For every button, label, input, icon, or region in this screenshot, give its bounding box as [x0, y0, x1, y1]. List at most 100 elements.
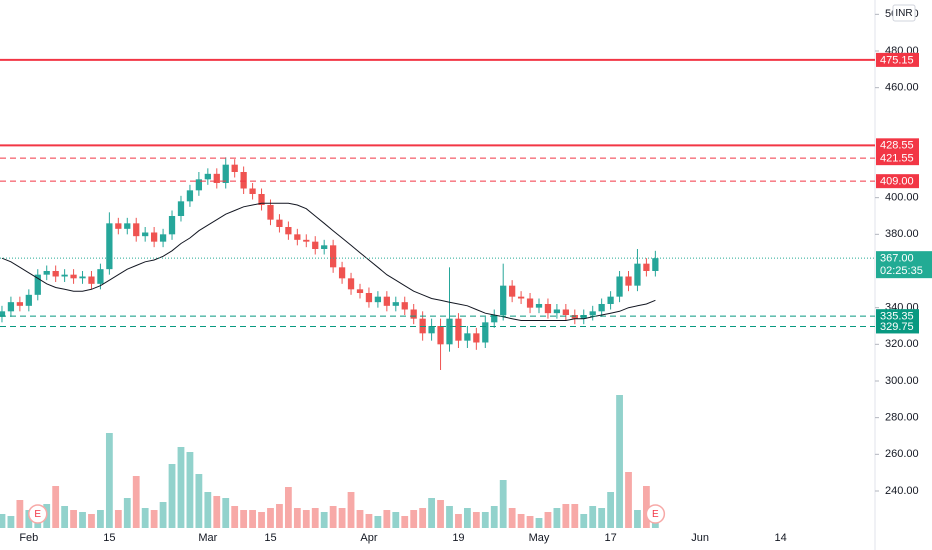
level-label: 329.75	[880, 321, 914, 333]
candle-body	[652, 258, 659, 271]
candle-body	[580, 314, 587, 319]
volume-bar	[401, 516, 409, 528]
volume-bar	[544, 512, 552, 528]
candle-body	[150, 232, 158, 242]
candle-body	[330, 245, 337, 268]
candle-body	[240, 171, 247, 189]
candle-body	[204, 173, 211, 180]
candle-body	[321, 245, 328, 249]
candle-body	[222, 164, 229, 183]
candle-body	[643, 263, 650, 271]
volume-bar	[97, 510, 104, 528]
level-label-box	[876, 138, 919, 153]
candle-body	[455, 318, 462, 341]
volume-bar	[643, 486, 650, 528]
candle-body	[52, 270, 59, 277]
candle-body	[249, 188, 256, 194]
candle-body	[7, 302, 15, 312]
volume-bar	[446, 506, 453, 528]
candle-body	[43, 270, 50, 275]
x-tick-label: 19	[452, 532, 464, 544]
volume-bar	[70, 510, 77, 528]
y-tick-label: 300.00	[885, 375, 919, 387]
candle-body	[607, 296, 614, 304]
y-tick-label: 240.00	[885, 485, 919, 497]
volume-bar	[526, 516, 534, 528]
candle-body	[571, 314, 578, 319]
candle-body	[392, 302, 399, 306]
volume-bar	[311, 508, 319, 528]
candle-body	[401, 302, 408, 310]
volume-bar	[222, 498, 230, 528]
candle-body	[159, 234, 167, 242]
last-price-box	[876, 251, 932, 279]
volume-bar	[213, 496, 221, 528]
volume-bar	[293, 508, 301, 528]
currency-box	[892, 4, 916, 22]
currency-label: INR	[895, 8, 912, 19]
event-label: E	[34, 509, 41, 520]
candle-body	[544, 303, 552, 314]
candle-body	[634, 263, 641, 286]
y-tick-label: 320.00	[885, 338, 919, 350]
volume-bar	[195, 474, 203, 528]
candle-body	[446, 318, 453, 345]
volume-bar	[249, 510, 256, 528]
candle-body	[124, 223, 131, 229]
candle-body	[347, 278, 355, 290]
candle-body	[88, 276, 95, 284]
moving-average	[1, 202, 656, 321]
candle-body	[616, 276, 623, 297]
volume-bar	[607, 492, 615, 528]
volume-bar	[88, 514, 95, 528]
candle-body	[285, 226, 292, 235]
volume-bar	[240, 510, 248, 528]
candle-body	[598, 303, 605, 312]
candle-body	[553, 309, 561, 314]
volume-bar	[267, 508, 274, 528]
candle-body	[491, 314, 498, 323]
candle-body	[61, 274, 68, 277]
candle-body	[294, 234, 301, 240]
volume-bar	[258, 512, 265, 528]
candle-body	[464, 333, 471, 341]
volume-bar	[168, 464, 176, 528]
volume-bar	[347, 492, 355, 528]
volume-bar	[141, 508, 149, 528]
candle-body	[276, 219, 283, 227]
volume-bar	[616, 395, 623, 528]
volume-bar	[419, 508, 427, 528]
x-tick-label: 17	[604, 532, 616, 544]
volume-bar	[338, 508, 346, 528]
volume-bar	[302, 510, 310, 528]
volume-bar	[499, 480, 507, 528]
candle-body	[356, 289, 364, 293]
y-tick-label: 460.00	[885, 82, 919, 94]
volume-bar	[490, 506, 498, 528]
volume-bar	[472, 512, 480, 528]
candle-body	[509, 285, 516, 297]
volume-bar	[374, 516, 382, 528]
volume-bar	[437, 500, 444, 528]
volume-bar	[625, 472, 632, 528]
candle-body	[589, 311, 596, 315]
candle-body	[374, 296, 382, 303]
level-label-box	[876, 52, 919, 67]
event-marker	[28, 504, 48, 524]
event-marker	[645, 504, 666, 524]
y-tick-label: 400.00	[885, 192, 919, 204]
volume-bar	[61, 506, 69, 528]
x-tick-label: 15	[103, 532, 115, 544]
volume-bar	[177, 447, 185, 528]
candle-body	[428, 325, 435, 334]
volume-bar	[481, 512, 489, 528]
volume-bar	[517, 514, 525, 528]
candle-body	[168, 215, 176, 235]
y-tick-label: 380.00	[885, 228, 919, 240]
volume-bar	[598, 508, 606, 528]
level-label: 475.15	[880, 54, 914, 66]
candle-body	[34, 274, 41, 295]
candle-body	[133, 223, 140, 237]
level-label-box	[876, 319, 919, 334]
